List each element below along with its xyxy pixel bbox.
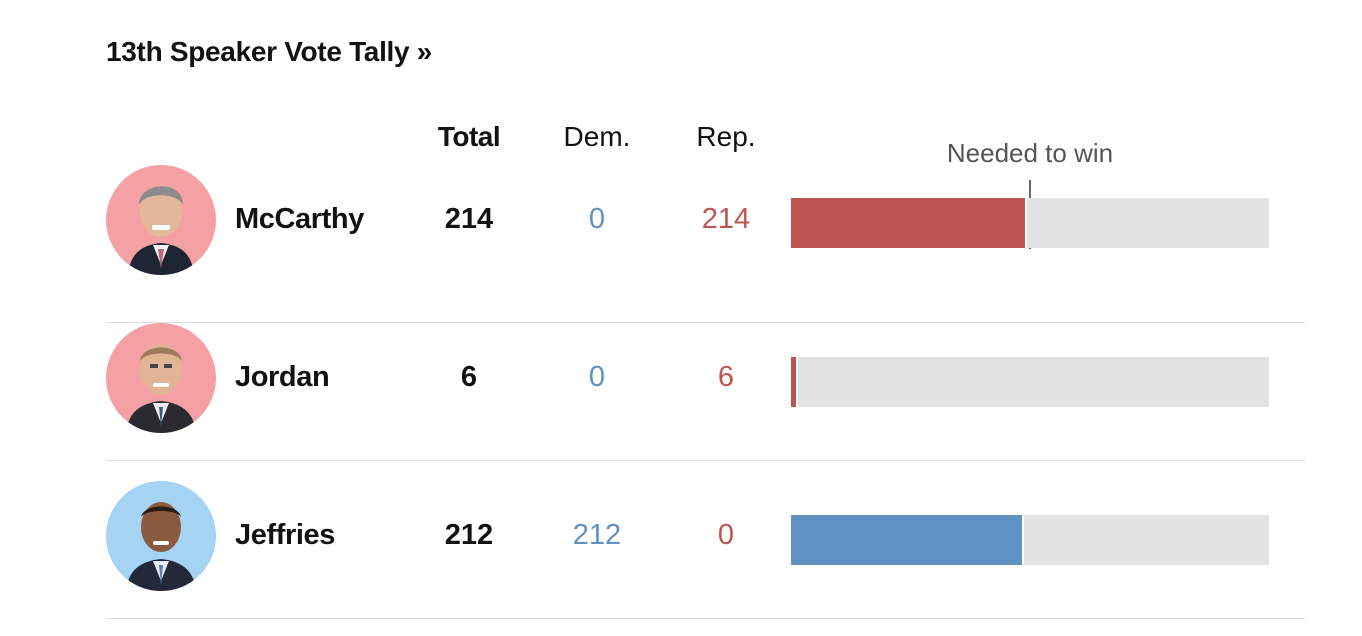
rep-column-header: Rep. — [696, 121, 756, 152]
candidate-row: McCarthy 214 0 214 — [106, 165, 1305, 323]
total-votes: 212 — [444, 519, 494, 551]
dem-votes: 0 — [588, 203, 606, 235]
row-divider — [106, 618, 1305, 619]
total-votes: 6 — [460, 361, 478, 393]
candidate-name: McCarthy — [235, 203, 364, 235]
dem-votes: 212 — [572, 519, 622, 551]
rep-votes: 214 — [701, 203, 751, 235]
avatar-jeffries — [106, 481, 216, 591]
vote-bar-fill — [791, 198, 1027, 248]
vote-bar-track — [791, 357, 1269, 407]
tally-title-link[interactable]: 13th Speaker Vote Tally » — [106, 36, 433, 67]
vote-bar-fill — [791, 357, 798, 407]
needed-to-win-label: Needed to win — [946, 138, 1114, 168]
total-column-header: Total — [437, 121, 501, 152]
dem-column-header: Dem. — [563, 121, 631, 152]
candidate-name: Jordan — [235, 361, 330, 393]
vote-bar-fill — [791, 515, 1024, 565]
vote-bar-track — [791, 515, 1269, 565]
row-divider — [106, 322, 1305, 323]
candidate-name: Jeffries — [235, 519, 335, 551]
rep-votes: 0 — [717, 519, 735, 551]
total-votes: 214 — [444, 203, 494, 235]
rep-votes: 6 — [717, 361, 735, 393]
avatar-mccarthy — [106, 165, 216, 275]
dem-votes: 0 — [588, 361, 606, 393]
avatar-jordan — [106, 323, 216, 433]
candidate-row: Jordan 6 0 6 — [106, 303, 1305, 461]
vote-bar-track — [791, 198, 1269, 248]
row-divider — [106, 460, 1305, 461]
candidate-row: Jeffries 212 212 0 — [106, 461, 1305, 619]
